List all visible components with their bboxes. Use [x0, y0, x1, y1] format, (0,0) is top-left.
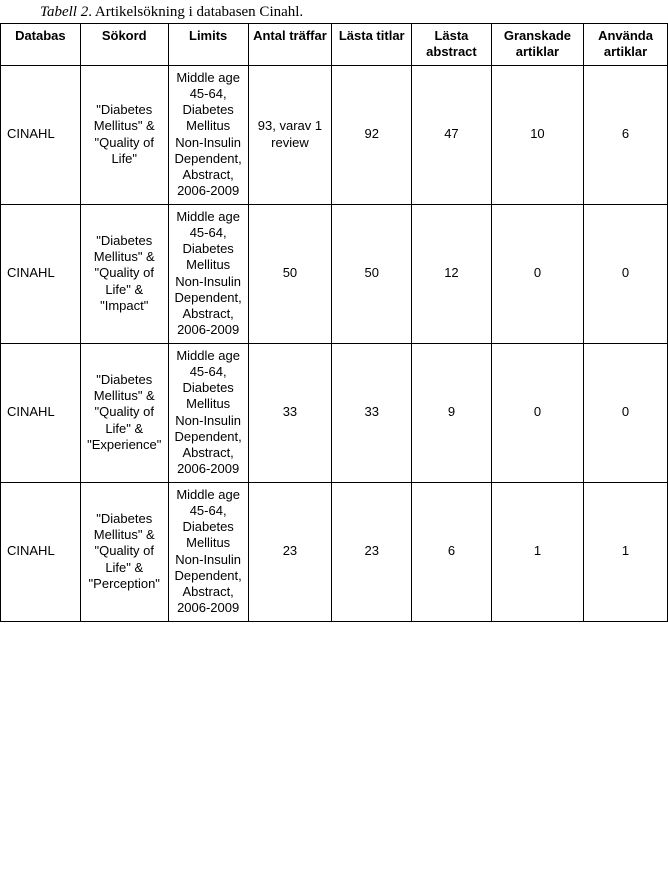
cell-lasta-titlar: 23 [332, 482, 412, 621]
header-databas: Databas [1, 24, 81, 66]
header-granskade-artiklar: Granskade artiklar [491, 24, 583, 66]
cell-antal: 50 [248, 204, 332, 343]
cell-granskade: 0 [491, 343, 583, 482]
cell-lasta-abstract: 9 [412, 343, 492, 482]
header-lasta-abstract: Lästa abstract [412, 24, 492, 66]
cell-databas: CINAHL [1, 204, 81, 343]
header-antal-traffar: Antal träffar [248, 24, 332, 66]
header-anvanda-artiklar: Använda artiklar [584, 24, 668, 66]
cell-limits: Middle age 45-64, Diabetes Mellitus Non-… [168, 343, 248, 482]
cell-anvanda: 1 [584, 482, 668, 621]
table-row: CINAHL "Diabetes Mellitus" & "Quality of… [1, 343, 668, 482]
cell-limits: Middle age 45-64, Diabetes Mellitus Non-… [168, 482, 248, 621]
cell-antal: 33 [248, 343, 332, 482]
cell-anvanda: 6 [584, 65, 668, 204]
table-row: CINAHL "Diabetes Mellitus" & "Quality of… [1, 482, 668, 621]
cell-lasta-titlar: 92 [332, 65, 412, 204]
cell-lasta-abstract: 12 [412, 204, 492, 343]
cell-anvanda: 0 [584, 343, 668, 482]
cell-granskade: 10 [491, 65, 583, 204]
cell-limits: Middle age 45-64, Diabetes Mellitus Non-… [168, 65, 248, 204]
cell-databas: CINAHL [1, 65, 81, 204]
cell-databas: CINAHL [1, 482, 81, 621]
cell-granskade: 0 [491, 204, 583, 343]
cell-anvanda: 0 [584, 204, 668, 343]
cell-sokord: "Diabetes Mellitus" & "Quality of Life" … [80, 343, 168, 482]
cell-lasta-titlar: 33 [332, 343, 412, 482]
cell-sokord: "Diabetes Mellitus" & "Quality of Life" … [80, 204, 168, 343]
cell-antal: 23 [248, 482, 332, 621]
cell-sokord: "Diabetes Mellitus" & "Quality of Life" [80, 65, 168, 204]
table-row: CINAHL "Diabetes Mellitus" & "Quality of… [1, 65, 668, 204]
table-row: CINAHL "Diabetes Mellitus" & "Quality of… [1, 204, 668, 343]
header-limits: Limits [168, 24, 248, 66]
table-header-row: Databas Sökord Limits Antal träffar Läst… [1, 24, 668, 66]
search-table: Databas Sökord Limits Antal träffar Läst… [0, 23, 668, 622]
cell-databas: CINAHL [1, 343, 81, 482]
cell-granskade: 1 [491, 482, 583, 621]
cell-lasta-titlar: 50 [332, 204, 412, 343]
cell-lasta-abstract: 6 [412, 482, 492, 621]
cell-limits: Middle age 45-64, Diabetes Mellitus Non-… [168, 204, 248, 343]
header-sokord: Sökord [80, 24, 168, 66]
cell-lasta-abstract: 47 [412, 65, 492, 204]
table-caption: Tabell 2. Artikelsökning i databasen Cin… [0, 0, 668, 23]
caption-label: Tabell 2 [40, 4, 88, 20]
header-lasta-titlar: Lästa titlar [332, 24, 412, 66]
caption-text: . Artikelsökning i databasen Cinahl. [88, 4, 303, 20]
cell-sokord: "Diabetes Mellitus" & "Quality of Life" … [80, 482, 168, 621]
cell-antal: 93, varav 1 review [248, 65, 332, 204]
